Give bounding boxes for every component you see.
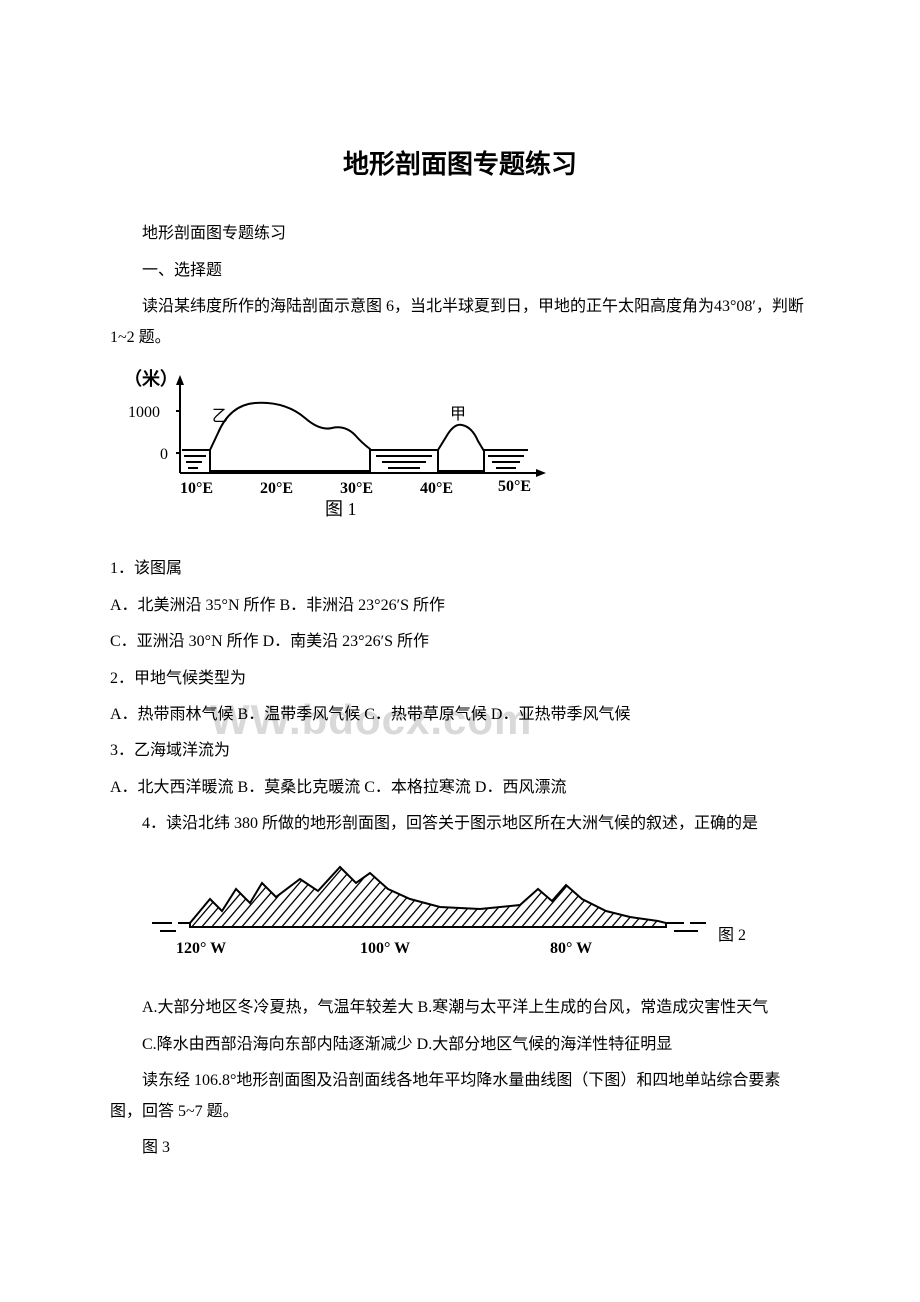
q1-options-cd: C．亚洲沿 30°N 所作 D．南美沿 23°26′S 所作 bbox=[110, 627, 810, 657]
fig1-xtick-10: 10°E bbox=[180, 480, 213, 497]
fig2-caption: 图 2 bbox=[718, 921, 746, 969]
figure-1: （米） 1000 0 10°E 20°E 30°E 40°E 50°E 图 1 bbox=[110, 363, 810, 544]
fig1-ylabel: （米） bbox=[124, 368, 178, 389]
figure-1-svg: （米） 1000 0 10°E 20°E 30°E 40°E 50°E 图 1 bbox=[110, 363, 550, 533]
intro-q5-7: 读东经 106.8°地形剖面图及沿剖面线各地年平均降水量曲线图（下图）和四地单站… bbox=[110, 1066, 810, 1127]
q4-options-cd: C.降水由西部沿海向东部内陆逐渐减少 D.大部分地区气候的海洋性特征明显 bbox=[110, 1030, 810, 1060]
document-body: 地形剖面图专题练习 地形剖面图专题练习 一、选择题 读沿某纬度所作的海陆剖面示意… bbox=[110, 140, 810, 1163]
fig1-label-yi: 乙 bbox=[212, 408, 228, 425]
fig1-xtick-50: 50°E bbox=[498, 478, 531, 495]
section-heading: 一、选择题 bbox=[110, 256, 810, 286]
q3-options: A．北大西洋暖流 B．莫桑比克暖流 C．本格拉寒流 D．西风漂流 bbox=[110, 773, 810, 803]
intro-q1-2: 读沿某纬度所作的海陆剖面示意图 6，当北半球夏到日，甲地的正午太阳高度角为43°… bbox=[110, 292, 810, 353]
fig1-label-jia: 甲 bbox=[450, 406, 466, 423]
subtitle-line: 地形剖面图专题练习 bbox=[110, 219, 810, 249]
fig2-xtick-80: 80° W bbox=[550, 940, 592, 957]
q2-options: A．热带雨林气候 B．温带季风气候 C．热带草原气候 D．亚热带季风气候 bbox=[110, 700, 810, 730]
fig1-ytick-0: 0 bbox=[160, 446, 168, 463]
fig1-xtick-20: 20°E bbox=[260, 480, 293, 497]
page-title: 地形剖面图专题练习 bbox=[110, 140, 810, 189]
q4-options-ab: A.大部分地区冬冷夏热，气温年较差大 B.寒潮与太平洋上生成的台风，常造成灾害性… bbox=[110, 993, 810, 1023]
q1: 1．该图属 bbox=[110, 554, 810, 584]
q2: 2．甲地气候类型为 bbox=[110, 664, 810, 694]
q3: 3．乙海域洋流为 bbox=[110, 736, 810, 766]
fig2-xtick-100: 100° W bbox=[360, 940, 410, 957]
q1-options-ab: A．北美洲沿 35°N 所作 B．非洲沿 23°26′S 所作 bbox=[110, 591, 810, 621]
fig3-caption: 图 3 bbox=[110, 1133, 810, 1163]
figure-2: 120° W 100° W 80° W 图 2 bbox=[150, 849, 810, 969]
figure-2-svg: 120° W 100° W 80° W bbox=[150, 849, 710, 969]
fig1-ytick-1000: 1000 bbox=[128, 404, 160, 421]
fig1-xtick-30: 30°E bbox=[340, 480, 373, 497]
fig2-xtick-120: 120° W bbox=[176, 940, 226, 957]
fig1-caption: 图 1 bbox=[325, 499, 357, 519]
fig1-xtick-40: 40°E bbox=[420, 480, 453, 497]
q4: 4．读沿北纬 380 所做的地形剖面图，回答关于图示地区所在大洲气候的叙述，正确… bbox=[110, 809, 810, 839]
